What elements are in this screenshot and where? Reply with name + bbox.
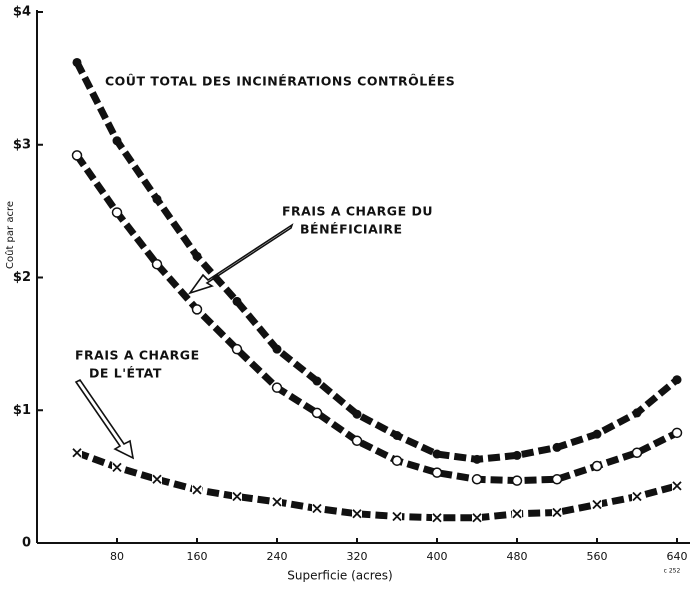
point <box>591 460 603 472</box>
y-axis-title: Coût par acre <box>4 201 16 269</box>
point <box>352 409 362 419</box>
x-tick-label: 240 <box>267 550 288 563</box>
point <box>152 474 162 484</box>
figure-code: c 252 <box>664 568 681 575</box>
point <box>552 442 562 452</box>
point <box>471 474 483 485</box>
point <box>632 491 642 502</box>
y-tick-label: $3 <box>13 137 31 152</box>
point <box>391 455 403 466</box>
series-line <box>73 60 680 463</box>
point <box>551 474 563 485</box>
point <box>71 150 83 161</box>
y-tick-label: $1 <box>13 403 31 418</box>
point <box>632 408 642 418</box>
point <box>312 503 322 514</box>
point <box>192 251 202 261</box>
point <box>232 491 242 502</box>
point <box>592 499 602 510</box>
annotation: COÛT TOTAL DES INCINÉRATIONS CONTRÔLÉES <box>105 74 455 89</box>
point <box>672 375 682 385</box>
x-tick-label: 400 <box>427 550 448 563</box>
point <box>351 435 363 447</box>
point <box>272 497 282 507</box>
point <box>231 343 243 355</box>
annotation: FRAIS A CHARGE DU <box>282 204 433 219</box>
point <box>472 454 482 464</box>
annotation: FRAIS A CHARGE <box>75 348 200 363</box>
point <box>392 511 402 522</box>
point <box>232 296 242 306</box>
x-axis-title: Superficie (acres) <box>287 569 392 583</box>
x-tick-label: 160 <box>187 550 208 563</box>
point <box>472 513 482 523</box>
x-tick-label: 480 <box>507 550 528 563</box>
point <box>72 57 82 67</box>
point <box>192 485 202 495</box>
point <box>592 429 602 439</box>
point <box>312 376 322 386</box>
x-tick-label: 80 <box>110 550 124 563</box>
point <box>272 344 282 354</box>
point <box>671 427 683 439</box>
y-tick-label: $2 <box>13 270 31 285</box>
point <box>72 448 82 458</box>
y-tick-label: $4 <box>13 5 31 20</box>
point <box>311 407 323 419</box>
x-tick-label: 560 <box>587 550 608 563</box>
series-line <box>75 449 678 522</box>
point <box>512 509 522 519</box>
point <box>111 207 123 218</box>
point <box>112 136 122 146</box>
point <box>631 447 643 458</box>
arrows <box>74 223 294 460</box>
point <box>191 304 203 315</box>
point <box>271 382 283 393</box>
point <box>432 449 442 459</box>
point <box>431 467 443 478</box>
point <box>432 513 442 523</box>
series-line <box>74 153 679 485</box>
point <box>152 194 162 204</box>
point <box>511 475 523 486</box>
point <box>672 481 682 491</box>
point <box>112 462 122 472</box>
point <box>151 258 163 270</box>
point <box>512 450 522 460</box>
annotation: DE L'ÉTAT <box>89 366 162 381</box>
y-tick-label: 0 <box>22 536 31 551</box>
point <box>352 509 362 519</box>
annotation: BÉNÉFICIAIRE <box>300 222 403 237</box>
point <box>392 430 402 440</box>
x-tick-label: 320 <box>347 550 368 563</box>
x-tick-label: 640 <box>667 550 688 563</box>
point <box>552 507 562 518</box>
